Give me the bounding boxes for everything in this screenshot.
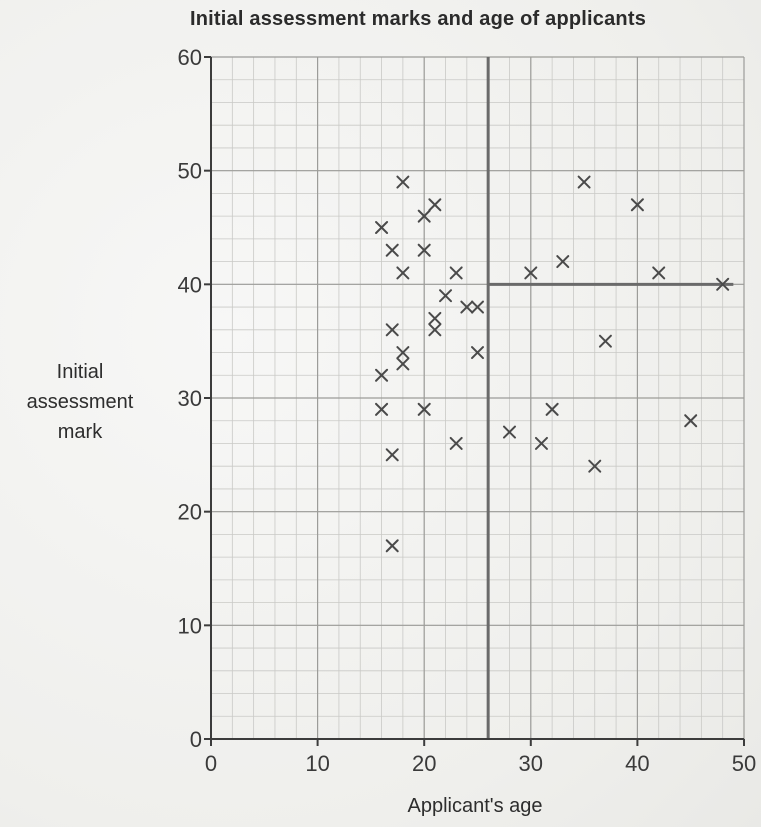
data-point-stroke <box>471 346 484 360</box>
data-point <box>417 243 431 257</box>
data-point <box>428 311 442 325</box>
data-point <box>534 436 548 450</box>
y-axis-label-line-1: Initial <box>56 361 104 383</box>
data-point-stroke <box>385 243 399 257</box>
data-point <box>375 368 389 382</box>
x-tick-label: 50 <box>732 751 756 776</box>
data-point-stroke <box>417 243 431 257</box>
y-tick-label: 60 <box>178 45 202 70</box>
x-tick-label: 30 <box>519 751 543 776</box>
data-point-stroke <box>556 255 570 269</box>
data-point <box>396 357 410 371</box>
data-point <box>588 459 602 473</box>
data-point-stroke <box>471 300 484 314</box>
data-point <box>396 175 410 189</box>
data-point-stroke <box>396 346 410 360</box>
data-point <box>428 323 442 337</box>
data-point <box>417 209 431 223</box>
data-point <box>375 221 389 234</box>
data-point-stroke <box>684 414 698 428</box>
x-axis-label: Applicant's age <box>407 795 543 817</box>
y-axis-label: Initial assessment mark <box>0 357 160 447</box>
data-point-stroke <box>598 334 612 348</box>
data-point <box>598 334 612 348</box>
x-tick-label: 0 <box>205 751 217 776</box>
data-point <box>471 346 484 360</box>
y-axis-label-line-3: mark <box>57 421 103 443</box>
data-point-stroke <box>385 448 399 462</box>
data-point <box>385 323 399 337</box>
y-tick-label: 40 <box>178 272 202 297</box>
data-point-stroke <box>375 221 389 234</box>
data-point <box>545 402 559 416</box>
data-point <box>417 402 431 416</box>
data-point-stroke <box>396 175 410 189</box>
data-points <box>375 175 730 553</box>
chart-title: Initial assessment marks and age of appl… <box>190 8 647 30</box>
data-point <box>449 266 463 280</box>
data-point <box>577 175 591 189</box>
data-point <box>684 414 698 428</box>
data-point-stroke <box>396 357 410 371</box>
y-tick-label: 50 <box>178 159 202 184</box>
data-point <box>385 448 399 462</box>
reference-lines <box>486 57 734 739</box>
data-point-stroke <box>375 368 389 382</box>
data-point-stroke <box>439 289 453 303</box>
data-point <box>460 300 474 314</box>
y-axis-label-line-2: assessment <box>26 391 134 413</box>
data-point-stroke <box>375 402 389 416</box>
data-point <box>385 243 399 257</box>
x-tick-label: 20 <box>412 751 436 776</box>
tick-labels: 0 10 20 30 40 50 0 10 20 30 40 50 60 <box>178 45 757 776</box>
data-point <box>502 425 516 439</box>
x-tick-label: 40 <box>625 751 649 776</box>
data-point-stroke <box>716 277 730 291</box>
data-point-stroke <box>460 300 474 314</box>
data-point <box>556 255 570 269</box>
data-point <box>375 402 389 416</box>
y-tick-label: 10 <box>178 613 202 638</box>
data-point-stroke <box>577 175 591 189</box>
grid <box>210 56 745 740</box>
data-point-stroke <box>545 402 559 416</box>
data-point <box>652 266 666 280</box>
data-point <box>385 539 399 553</box>
data-point-stroke <box>428 323 442 337</box>
data-point <box>396 346 410 360</box>
data-point-stroke <box>588 459 602 473</box>
data-point-stroke <box>385 539 399 553</box>
y-tick-label: 20 <box>178 500 202 525</box>
y-tick-label: 0 <box>190 727 202 752</box>
data-point <box>471 300 484 314</box>
data-point-stroke <box>502 425 516 439</box>
data-point-stroke <box>449 266 463 280</box>
x-tick-label: 10 <box>305 751 329 776</box>
data-point-stroke <box>534 436 548 450</box>
data-point <box>439 289 453 303</box>
data-point-stroke <box>652 266 666 280</box>
data-point <box>396 266 410 280</box>
data-point-stroke <box>417 402 431 416</box>
data-point-stroke <box>630 198 644 212</box>
data-point <box>716 277 730 291</box>
data-point <box>630 198 644 212</box>
data-point-stroke <box>396 266 410 280</box>
data-point-stroke <box>417 209 431 223</box>
data-point-stroke <box>524 266 538 280</box>
data-point-stroke <box>428 311 442 325</box>
data-point-stroke <box>449 436 463 450</box>
data-point-stroke <box>428 198 442 212</box>
data-point-stroke <box>385 323 399 337</box>
y-tick-label: 30 <box>178 386 202 411</box>
data-point <box>428 198 442 212</box>
data-point <box>449 436 463 450</box>
data-point <box>524 266 538 280</box>
